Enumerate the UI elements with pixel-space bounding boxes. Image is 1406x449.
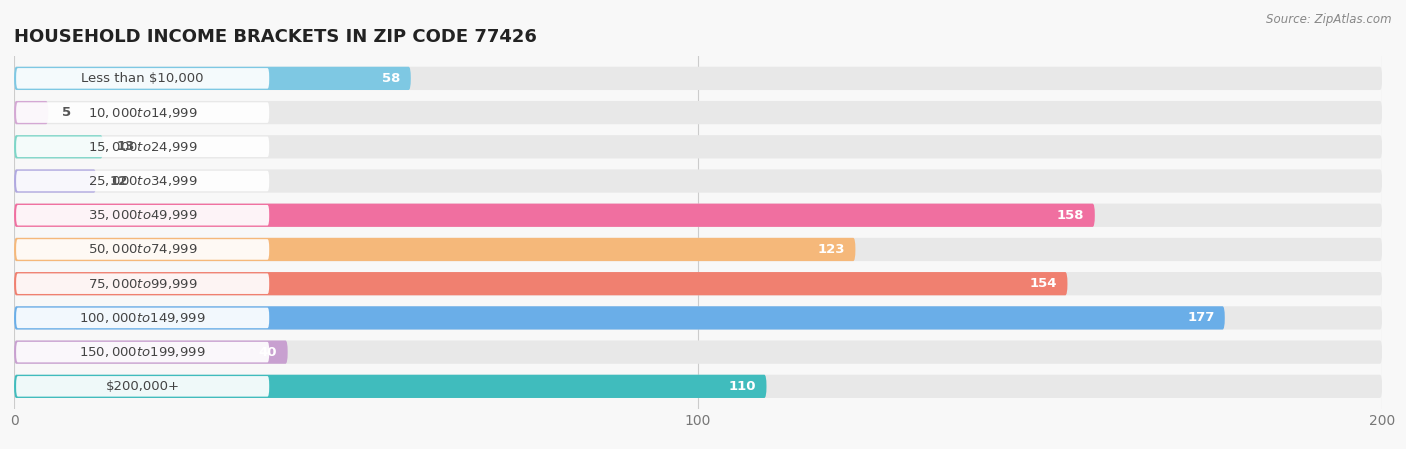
Text: $10,000 to $14,999: $10,000 to $14,999 bbox=[87, 106, 197, 119]
FancyBboxPatch shape bbox=[14, 306, 1225, 330]
Text: $15,000 to $24,999: $15,000 to $24,999 bbox=[87, 140, 197, 154]
Text: $75,000 to $99,999: $75,000 to $99,999 bbox=[87, 277, 197, 291]
Text: Less than $10,000: Less than $10,000 bbox=[82, 72, 204, 85]
Text: 177: 177 bbox=[1187, 312, 1215, 325]
FancyBboxPatch shape bbox=[14, 272, 1067, 295]
FancyBboxPatch shape bbox=[14, 238, 1382, 261]
Text: HOUSEHOLD INCOME BRACKETS IN ZIP CODE 77426: HOUSEHOLD INCOME BRACKETS IN ZIP CODE 77… bbox=[14, 28, 537, 46]
FancyBboxPatch shape bbox=[15, 205, 269, 225]
FancyBboxPatch shape bbox=[15, 308, 269, 328]
Text: 13: 13 bbox=[117, 140, 135, 153]
FancyBboxPatch shape bbox=[14, 135, 1382, 158]
Text: $25,000 to $34,999: $25,000 to $34,999 bbox=[87, 174, 197, 188]
FancyBboxPatch shape bbox=[14, 238, 855, 261]
FancyBboxPatch shape bbox=[14, 272, 1382, 295]
Text: 154: 154 bbox=[1029, 277, 1057, 290]
Text: 158: 158 bbox=[1057, 209, 1084, 222]
FancyBboxPatch shape bbox=[14, 375, 1382, 398]
Text: $150,000 to $199,999: $150,000 to $199,999 bbox=[79, 345, 205, 359]
FancyBboxPatch shape bbox=[14, 169, 96, 193]
FancyBboxPatch shape bbox=[15, 273, 269, 294]
FancyBboxPatch shape bbox=[14, 67, 411, 90]
FancyBboxPatch shape bbox=[15, 68, 269, 88]
Text: $100,000 to $149,999: $100,000 to $149,999 bbox=[79, 311, 205, 325]
Text: $50,000 to $74,999: $50,000 to $74,999 bbox=[87, 242, 197, 256]
Text: $200,000+: $200,000+ bbox=[105, 380, 180, 393]
Text: 12: 12 bbox=[110, 175, 128, 188]
FancyBboxPatch shape bbox=[14, 169, 1382, 193]
FancyBboxPatch shape bbox=[15, 136, 269, 157]
FancyBboxPatch shape bbox=[14, 375, 766, 398]
FancyBboxPatch shape bbox=[14, 67, 1382, 90]
Text: 123: 123 bbox=[818, 243, 845, 256]
FancyBboxPatch shape bbox=[14, 101, 1382, 124]
Text: 5: 5 bbox=[62, 106, 72, 119]
FancyBboxPatch shape bbox=[15, 239, 269, 260]
Text: 40: 40 bbox=[259, 346, 277, 359]
FancyBboxPatch shape bbox=[14, 203, 1095, 227]
FancyBboxPatch shape bbox=[14, 101, 48, 124]
Text: Source: ZipAtlas.com: Source: ZipAtlas.com bbox=[1267, 13, 1392, 26]
FancyBboxPatch shape bbox=[14, 306, 1382, 330]
FancyBboxPatch shape bbox=[14, 340, 288, 364]
FancyBboxPatch shape bbox=[14, 135, 103, 158]
Text: 110: 110 bbox=[728, 380, 756, 393]
Text: $35,000 to $49,999: $35,000 to $49,999 bbox=[87, 208, 197, 222]
Text: 58: 58 bbox=[382, 72, 401, 85]
FancyBboxPatch shape bbox=[15, 102, 269, 123]
FancyBboxPatch shape bbox=[14, 203, 1382, 227]
FancyBboxPatch shape bbox=[14, 340, 1382, 364]
FancyBboxPatch shape bbox=[15, 342, 269, 362]
FancyBboxPatch shape bbox=[15, 171, 269, 191]
FancyBboxPatch shape bbox=[15, 376, 269, 396]
